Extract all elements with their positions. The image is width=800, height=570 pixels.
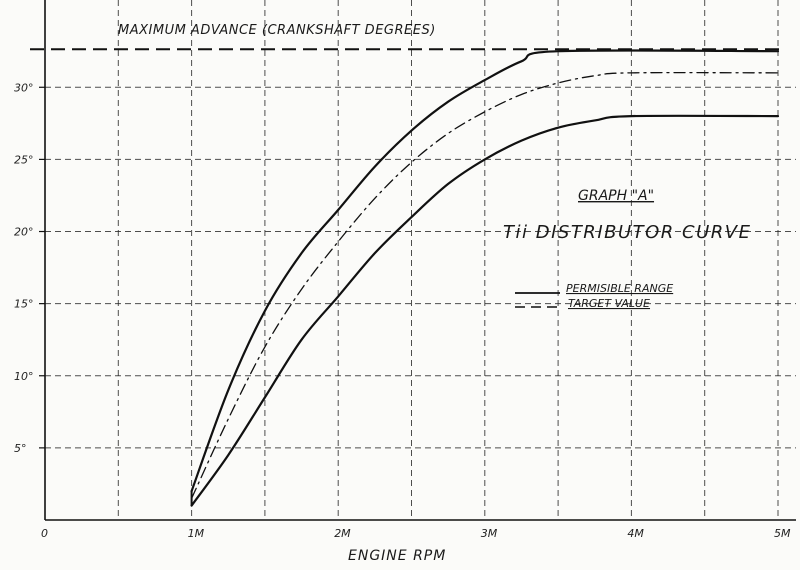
x-tick-label: 4M [627,527,644,540]
series-line-2-dashdot [190,71,779,500]
chart-title: GRAPH "A" [578,188,654,204]
x-tick-label: 3M [481,527,498,540]
y-tick-label: 30° [14,81,34,94]
x-tick-label: 1M [188,527,205,540]
legend-label-permissible-range: PERMISIBLE RANGE [566,282,673,295]
x-tick-label: 2M [334,527,351,540]
max-advance-label: MAXIMUM ADVANCE (CRANKSHAFT DEGREES) [118,23,436,38]
chart-subtitle: Tii DISTRIBUTOR CURVE [503,222,751,243]
legend: PERMISIBLE RANGE TARGET VALUE [515,282,673,310]
series-line-3-solid [190,114,780,507]
y-tick-label: 10° [14,370,34,383]
x-tick-label: 5M [774,527,791,540]
legend-label-target-value: TARGET VALUE [568,297,650,310]
grid-lines [45,0,796,520]
x-axis-label: ENGINE RPM [348,548,446,564]
y-tick-label: 25° [14,153,34,166]
series-line-1-solid [190,49,780,493]
x-tick-label: 0 [41,527,48,540]
y-tick-label: 5° [14,442,27,455]
y-tick-label: 20° [14,226,34,239]
series-lines [30,48,784,507]
y-tick-label: 15° [14,298,34,311]
axes: 0 1M 2M 3M 4M 5M 5° 10° 15° 20° 25° 30° [14,0,796,540]
